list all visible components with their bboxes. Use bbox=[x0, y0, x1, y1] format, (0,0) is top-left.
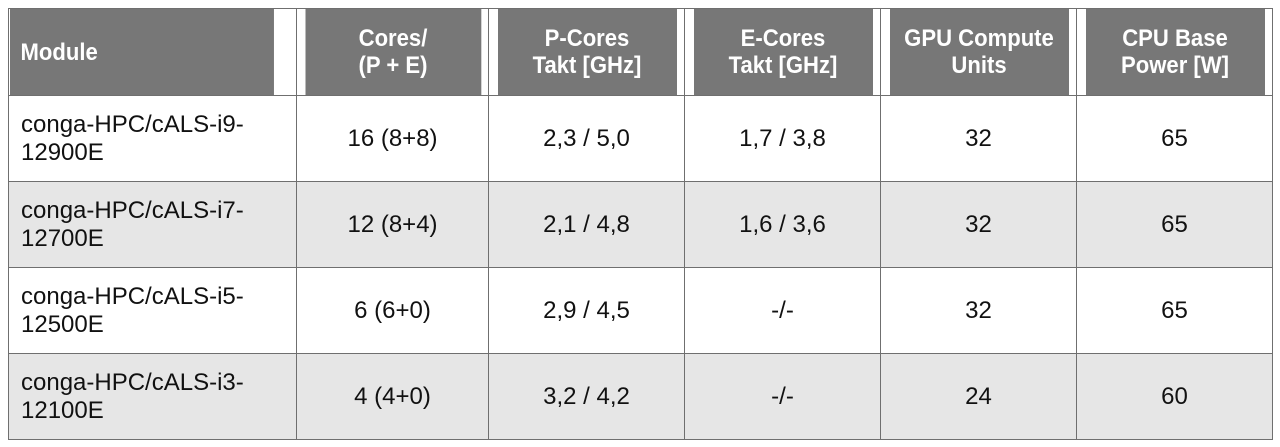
base-power-cell: 65 bbox=[1076, 267, 1273, 354]
header-p-cores-takt: P-Cores Takt [GHz] bbox=[495, 8, 678, 96]
module-cell: conga-HPC/cALS-i5- 12500E bbox=[8, 267, 297, 354]
e-cores-takt-cell: -/- bbox=[684, 353, 881, 440]
e-cores-takt-cell: -/- bbox=[684, 267, 881, 354]
e-cores-takt-cell: 1,6 / 3,6 bbox=[684, 181, 881, 268]
e-cores-takt-cell: 1,7 / 3,8 bbox=[684, 95, 881, 182]
p-cores-takt-cell: 3,2 / 4,2 bbox=[488, 353, 685, 440]
header-gpu-compute-units: GPU Compute Units bbox=[887, 8, 1070, 96]
base-power-cell: 65 bbox=[1076, 181, 1273, 268]
header-e-cores-takt: E-Cores Takt [GHz] bbox=[691, 8, 874, 96]
p-cores-takt-cell: 2,9 / 4,5 bbox=[488, 267, 685, 354]
cores-cell: 6 (6+0) bbox=[296, 267, 489, 354]
table-row: conga-HPC/cALS-i3- 12100E 4 (4+0) 3,2 / … bbox=[8, 353, 1273, 440]
base-power-cell: 65 bbox=[1076, 95, 1273, 182]
gpu-units-cell: 32 bbox=[880, 95, 1077, 182]
p-cores-takt-cell: 2,3 / 5,0 bbox=[488, 95, 685, 182]
header-module: Module bbox=[8, 8, 274, 96]
cores-cell: 12 (8+4) bbox=[296, 181, 489, 268]
header-cpu-base-power: CPU Base Power [W] bbox=[1083, 8, 1266, 96]
table-row: conga-HPC/cALS-i7- 12700E 12 (8+4) 2,1 /… bbox=[8, 181, 1273, 268]
gpu-units-cell: 24 bbox=[880, 353, 1077, 440]
table-row: conga-HPC/cALS-i5- 12500E 6 (6+0) 2,9 / … bbox=[8, 267, 1273, 354]
cores-cell: 16 (8+8) bbox=[296, 95, 489, 182]
header-row: Module Cores/ (P + E) P-Cores Takt [GHz]… bbox=[8, 8, 1273, 96]
module-cell: conga-HPC/cALS-i3- 12100E bbox=[8, 353, 297, 440]
cores-cell: 4 (4+0) bbox=[296, 353, 489, 440]
p-cores-takt-cell: 2,1 / 4,8 bbox=[488, 181, 685, 268]
gpu-units-cell: 32 bbox=[880, 181, 1077, 268]
table-row: conga-HPC/cALS-i9- 12900E 16 (8+8) 2,3 /… bbox=[8, 95, 1273, 182]
base-power-cell: 60 bbox=[1076, 353, 1273, 440]
module-cell: conga-HPC/cALS-i7- 12700E bbox=[8, 181, 297, 268]
cpu-module-spec-table: Module Cores/ (P + E) P-Cores Takt [GHz]… bbox=[8, 8, 1273, 440]
gpu-units-cell: 32 bbox=[880, 267, 1077, 354]
header-cores: Cores/ (P + E) bbox=[303, 8, 482, 96]
module-cell: conga-HPC/cALS-i9- 12900E bbox=[8, 95, 297, 182]
